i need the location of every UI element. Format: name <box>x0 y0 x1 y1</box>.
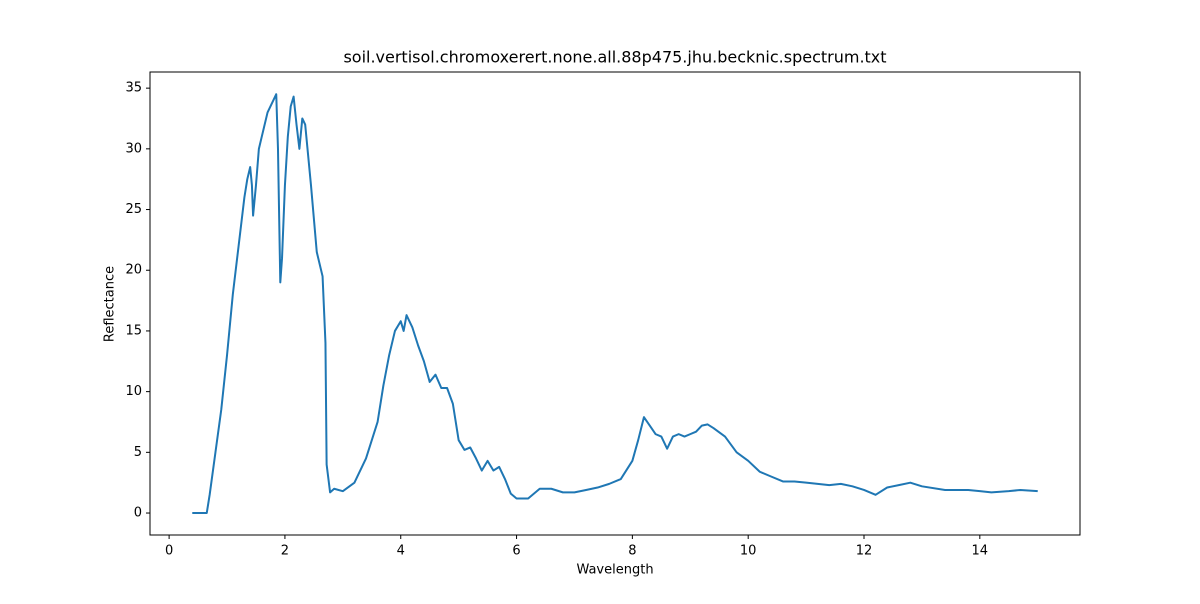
x-tick-label: 14 <box>972 544 989 559</box>
y-tick-label: 30 <box>125 141 142 156</box>
plot-frame <box>149 71 1081 536</box>
x-tick-label: 4 <box>397 544 405 559</box>
x-axis-label: Wavelength <box>576 563 653 578</box>
x-tick-label: 10 <box>740 544 757 559</box>
y-tick-label: 0 <box>134 506 142 521</box>
y-tick-label: 15 <box>125 323 142 338</box>
y-tick-label: 35 <box>125 81 142 96</box>
y-tick-label: 25 <box>125 202 142 217</box>
y-tick-label: 5 <box>134 445 142 460</box>
y-axis-label: Reflectance <box>103 266 118 342</box>
x-tick-label: 6 <box>512 544 520 559</box>
chart-title: soil.vertisol.chromoxerert.none.all.88p4… <box>343 48 886 67</box>
y-tick-label: 10 <box>125 384 142 399</box>
y-tick-label: 20 <box>125 263 142 278</box>
x-tick-label: 0 <box>165 544 173 559</box>
x-tick-label: 12 <box>856 544 873 559</box>
line-series <box>192 93 1038 515</box>
x-tick-label: 8 <box>628 544 636 559</box>
x-tick-label: 2 <box>281 544 289 559</box>
